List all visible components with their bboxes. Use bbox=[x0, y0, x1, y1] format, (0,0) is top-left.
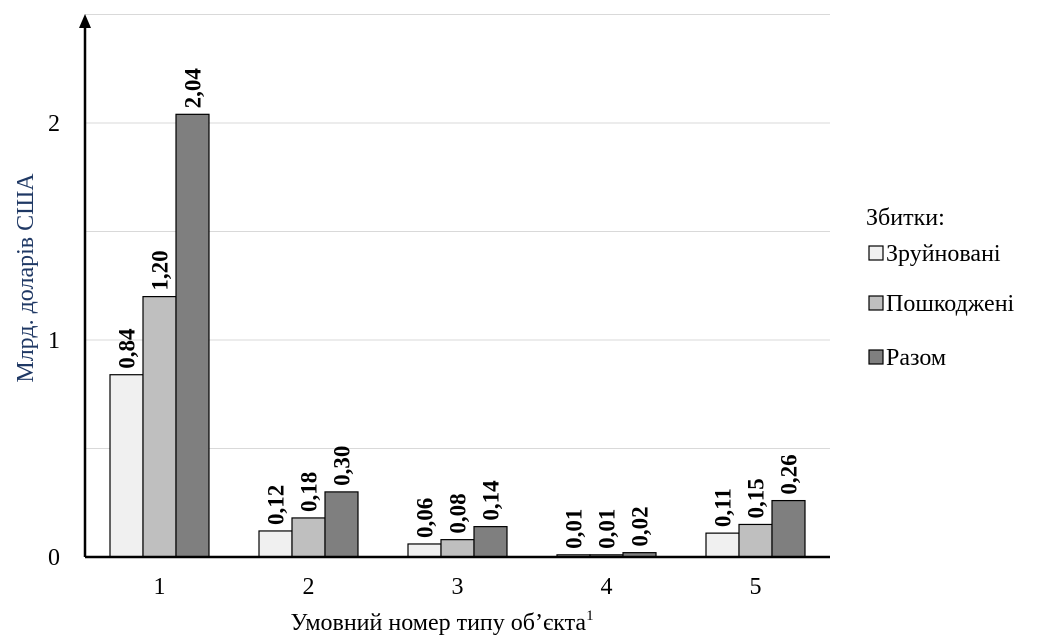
bar-Разом-3 bbox=[473, 526, 508, 558]
legend-items: Зруйновані Пошкоджені Разом bbox=[868, 241, 1015, 371]
data-label: 0,84 bbox=[115, 328, 140, 369]
x-tick-label: 3 bbox=[452, 574, 464, 600]
legend-swatch bbox=[868, 295, 884, 311]
data-label: 0,11 bbox=[711, 488, 736, 527]
y-axis-arrow bbox=[79, 14, 91, 28]
data-label: 0,01 bbox=[595, 509, 620, 549]
x-axis-title-text: Умовний номер типу об’єкта bbox=[290, 610, 586, 636]
legend-swatch bbox=[868, 245, 884, 261]
data-label: 0,15 bbox=[744, 478, 769, 518]
bar-Зруйновані-3 bbox=[407, 543, 442, 558]
y-tick-label: 1 bbox=[48, 328, 60, 354]
y-axis-title: Млрд. доларів США bbox=[13, 173, 39, 383]
data-label: 0,08 bbox=[446, 493, 471, 533]
data-label: 0,12 bbox=[264, 485, 289, 525]
bar-Зруйновані-2 bbox=[258, 530, 293, 558]
bar-Разом-2 bbox=[324, 491, 359, 558]
bar-Разом-5 bbox=[771, 499, 806, 558]
data-label: 0,14 bbox=[479, 480, 504, 521]
data-label: 0,30 bbox=[330, 446, 355, 486]
data-label: 1,20 bbox=[148, 250, 173, 290]
bar-Зруйновані-1 bbox=[109, 374, 144, 558]
x-axis-title: Умовний номер типу об’єкта1 bbox=[290, 608, 593, 636]
bar-Зруйновані-5 bbox=[705, 532, 740, 558]
x-tick-label: 1 bbox=[154, 574, 166, 600]
y-tick-label: 2 bbox=[48, 111, 60, 137]
data-label: 2,04 bbox=[181, 68, 206, 109]
legend-swatch bbox=[868, 349, 884, 365]
legend-title: Збитки: bbox=[866, 205, 945, 231]
bars bbox=[109, 113, 806, 558]
data-label: 0,02 bbox=[628, 506, 653, 546]
axes bbox=[79, 14, 830, 559]
data-labels: 0,84 1,20 2,04 0,12 0,18 0,30 0,06 0,08 0,14 0,01… bbox=[115, 68, 802, 549]
x-tick-label: 4 bbox=[601, 574, 613, 600]
bar-Пошкоджені-2 bbox=[291, 517, 326, 558]
x-tick-label: 5 bbox=[750, 574, 762, 600]
data-label: 0,18 bbox=[297, 472, 322, 512]
bar-Разом-1 bbox=[175, 113, 210, 558]
legend-label: Пошкоджені bbox=[886, 291, 1015, 317]
bar-Пошкоджені-1 bbox=[142, 296, 177, 558]
x-tick-label: 2 bbox=[303, 574, 315, 600]
legend: Збитки: Зруйновані Пошкоджені Разом bbox=[866, 205, 1015, 371]
y-tick-label: 0 bbox=[48, 545, 60, 571]
bar-Пошкоджені-5 bbox=[738, 523, 773, 558]
data-label: 0,26 bbox=[777, 454, 802, 494]
bar-Пошкоджені-3 bbox=[440, 539, 475, 558]
legend-label: Зруйновані bbox=[886, 241, 1001, 267]
data-label: 0,01 bbox=[562, 509, 587, 549]
data-label: 0,06 bbox=[413, 498, 438, 538]
legend-label: Разом bbox=[886, 345, 946, 371]
x-axis-title-superscript: 1 bbox=[586, 608, 594, 624]
tick-labels: 0 1 2 1 2 3 4 5 bbox=[48, 111, 762, 600]
